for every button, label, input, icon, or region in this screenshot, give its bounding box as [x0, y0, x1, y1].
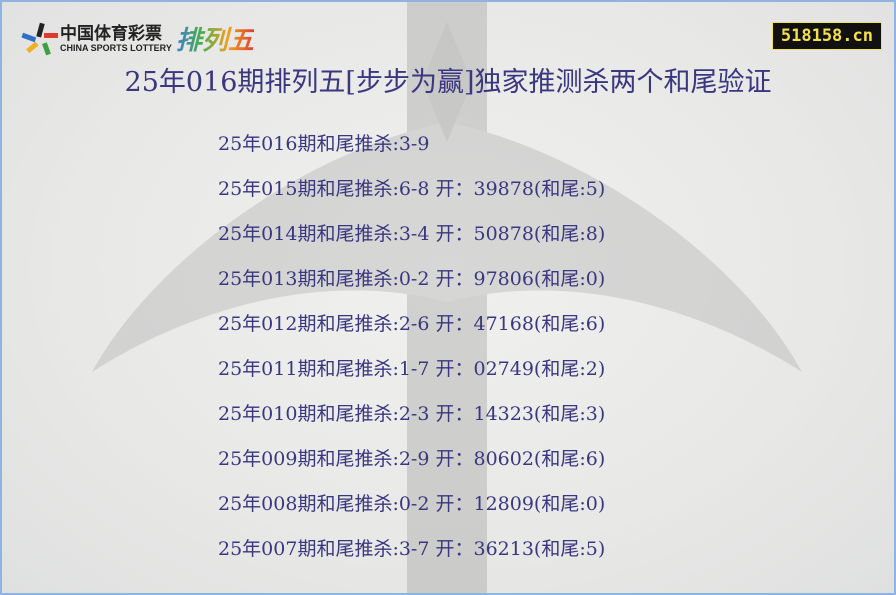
list-item: 25年016期和尾推杀:3-9 — [218, 133, 430, 155]
lottery-star-icon — [21, 22, 58, 55]
list-item: 25年011期和尾推杀:1-7 开：02749(和尾:2) — [218, 358, 606, 380]
site-badge: 518158.cn — [771, 22, 882, 50]
logo-english: CHINA SPORTS LOTTERY — [60, 42, 172, 53]
list-item: 25年010期和尾推杀:2-3 开：14323(和尾:3) — [218, 403, 606, 425]
list-item: 25年015期和尾推杀:6-8 开：39878(和尾:5) — [218, 178, 606, 200]
page-title: 25年016期排列五[步步为赢]独家推测杀两个和尾验证 — [124, 67, 772, 98]
list-item: 25年012期和尾推杀:2-6 开：47168(和尾:6) — [218, 313, 606, 335]
list-item: 25年009期和尾推杀:2-9 开：80602(和尾:6) — [218, 448, 606, 470]
game-logo: 排列五 — [176, 20, 254, 57]
list-item: 25年013期和尾推杀:0-2 开：97806(和尾:0) — [218, 268, 606, 290]
list-item: 25年007期和尾推杀:3-7 开：36213(和尾:5) — [218, 538, 606, 560]
results-list: 25年016期和尾推杀:3-9 25年015期和尾推杀:6-8 开：39878(… — [218, 130, 605, 580]
list-item: 25年014期和尾推杀:3-4 开：50878(和尾:8) — [218, 223, 606, 245]
china-sports-lottery-logo: 中国体育彩票 CHINA SPORTS LOTTERY 排列五 — [20, 20, 254, 57]
logo-chinese: 中国体育彩票 — [60, 23, 162, 44]
list-item: 25年008期和尾推杀:0-2 开：12809(和尾:0) — [218, 493, 606, 515]
